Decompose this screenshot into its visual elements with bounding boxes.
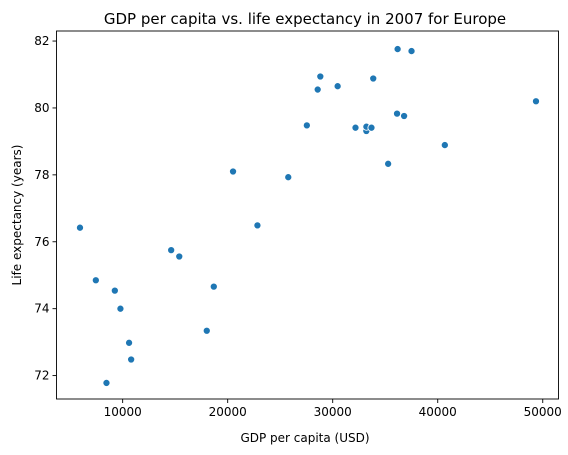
data-point (116, 304, 125, 313)
x-tick-label: 40000 (419, 405, 457, 419)
x-axis: 10000 20000 30000 40000 50000 (104, 399, 562, 419)
y-tick-label: 72 (34, 369, 49, 383)
data-point (175, 252, 184, 261)
y-tick-label: 82 (34, 34, 49, 48)
y-tick-label: 78 (34, 168, 49, 182)
data-point (392, 109, 402, 118)
data-point (313, 85, 322, 94)
data-point (91, 276, 100, 285)
data-point (167, 246, 176, 255)
points-layer (75, 45, 541, 387)
x-tick-label: 30000 (314, 405, 352, 419)
x-tick-label: 20000 (209, 405, 247, 419)
data-point (440, 141, 449, 150)
data-point (393, 45, 402, 54)
data-point (400, 111, 409, 121)
x-axis-label: GDP per capita (USD) (240, 431, 369, 445)
data-point (351, 123, 360, 132)
y-tick-label: 80 (34, 101, 49, 115)
x-tick-label: 50000 (524, 405, 562, 419)
data-point (369, 74, 378, 83)
data-point (316, 72, 325, 81)
y-tick-label: 74 (34, 302, 49, 316)
data-point (209, 282, 218, 291)
chart-title: GDP per capita vs. life expectancy in 20… (104, 10, 506, 28)
data-point (384, 159, 393, 168)
data-point (202, 326, 211, 335)
data-point (367, 123, 376, 132)
data-point (302, 121, 311, 130)
data-point (125, 338, 134, 347)
data-point (228, 167, 238, 176)
data-point (102, 378, 111, 387)
y-tick-label: 76 (34, 235, 49, 249)
data-point (407, 47, 416, 56)
data-point (75, 223, 85, 232)
data-point (110, 286, 119, 295)
y-axis-label: Life expectancy (years) (10, 145, 24, 286)
data-point (284, 173, 293, 182)
data-point (531, 97, 541, 106)
data-point (127, 355, 136, 364)
data-point (333, 82, 342, 91)
y-axis: 72 74 76 78 80 82 (34, 34, 57, 383)
data-point (253, 221, 262, 230)
plot-frame (56, 30, 559, 400)
x-tick-label: 10000 (104, 405, 142, 419)
